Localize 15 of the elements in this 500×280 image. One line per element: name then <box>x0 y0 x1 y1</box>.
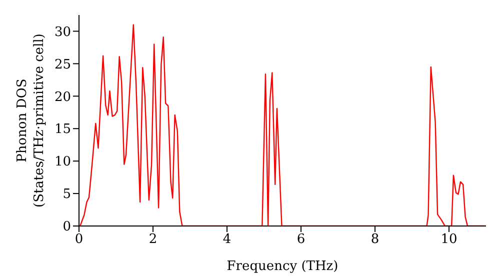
y-axis-title: Phonon DOS (States/THz·primitive cell) <box>15 33 47 208</box>
x-tick-label: 10 <box>440 232 458 248</box>
y-tick-label: 0 <box>62 220 71 235</box>
x-tick-label: 8 <box>370 232 380 248</box>
y-tick-label: 15 <box>54 122 71 138</box>
x-axis-title: Frequency (THz) <box>226 259 338 274</box>
y-tick-label: 25 <box>54 57 71 72</box>
x-tick-label: 2 <box>148 232 158 248</box>
y-tick-label: 5 <box>62 187 71 202</box>
x-tick-label: 0 <box>74 232 84 248</box>
y-tick-label: 20 <box>54 90 71 105</box>
x-tick-label: 4 <box>222 232 232 248</box>
x-tick-label: 6 <box>296 232 306 248</box>
y-tick-label: 10 <box>54 154 71 170</box>
y-tick-label: 30 <box>54 24 71 40</box>
